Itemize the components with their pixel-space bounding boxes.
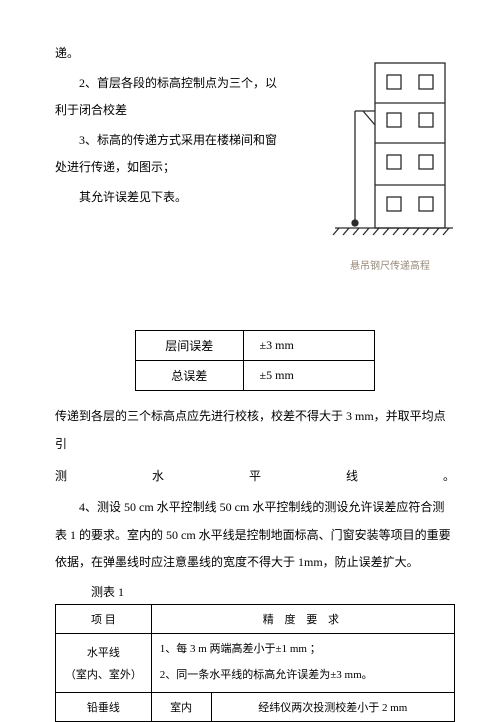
- point-3: 3、标高的传递方式采用在楼梯间和窗处进行传递，如图示；: [55, 127, 285, 180]
- tolerance-label: 层间误差: [136, 331, 244, 361]
- header-requirement: 精 度 要 求: [151, 604, 454, 633]
- table1-label: 测表 1: [55, 583, 455, 600]
- table-row: 总误差 ±5 mm: [136, 361, 375, 391]
- spread-word: 水: [152, 463, 164, 491]
- spread-word: 线: [346, 463, 358, 491]
- spread-word: 。: [443, 463, 455, 491]
- requirement-horizontal: 1、每 3 m 两端高差小于±1 mm ； 2、同一条水平线的标高允许误差为±3…: [151, 633, 454, 692]
- item-line2: （室内、室外）: [64, 666, 143, 682]
- point-2: 2、首层各段的标高控制点为三个，以利于闭合校差: [55, 70, 285, 123]
- tolerance-value: ±3 mm: [243, 331, 374, 361]
- building-diagram: 悬吊钢尺传递高程: [325, 55, 455, 272]
- item-line1: 水平线: [64, 644, 143, 660]
- tolerance-intro: 其允许误差见下表。: [55, 184, 285, 210]
- req-1: 1、每 3 m 两端高差小于±1 mm ；: [160, 640, 446, 660]
- transfer-paragraph: 传递到各层的三个标高点应先进行校核，校差不得大于 3 mm，并取平均点引: [55, 403, 455, 458]
- point-4: 4、测设 50 cm 水平控制线 50 cm 水平控制线的测设允许误差应符合测表…: [55, 494, 455, 577]
- tolerance-value: ±5 mm: [243, 361, 374, 391]
- spread-word: 测: [55, 463, 67, 491]
- table-row: 水平线 （室内、室外） 1、每 3 m 两端高差小于±1 mm ； 2、同一条水…: [56, 633, 455, 692]
- tolerance-label: 总误差: [136, 361, 244, 391]
- spread-line: 测 水 平 线 。: [55, 463, 455, 491]
- diagram-caption: 悬吊钢尺传递高程: [325, 257, 455, 272]
- spread-word: 平: [249, 463, 261, 491]
- tolerance-table: 层间误差 ±3 mm 总误差 ±5 mm: [135, 330, 375, 391]
- header-item: 项 目: [56, 604, 152, 633]
- item-horizontal: 水平线 （室内、室外）: [56, 633, 152, 692]
- req-2: 2、同一条水平线的标高允许误差为±3 mm。: [160, 666, 446, 686]
- table-header-row: 项 目 精 度 要 求: [56, 604, 455, 633]
- table-row: 层间误差 ±3 mm: [136, 331, 375, 361]
- precision-table: 项 目 精 度 要 求 水平线 （室内、室外） 1、每 3 m 两端高差小于±1…: [55, 604, 455, 722]
